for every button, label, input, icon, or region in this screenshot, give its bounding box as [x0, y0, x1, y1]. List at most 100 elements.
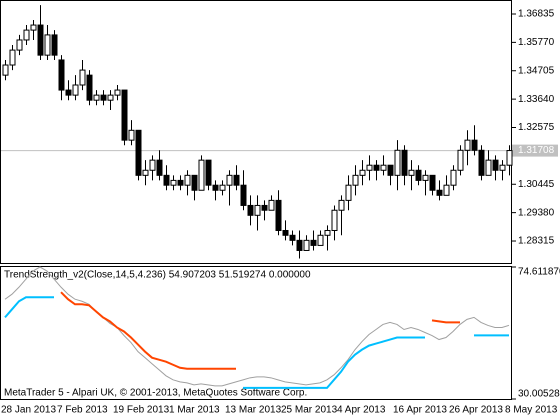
y-tick-label: 1.36835: [518, 9, 555, 20]
candle-body: [352, 174, 359, 186]
candle-body: [261, 204, 268, 211]
candle-body: [268, 199, 275, 211]
candle-body: [338, 199, 345, 211]
y-tick-label: 30.005281: [518, 389, 560, 400]
candle-body: [9, 49, 16, 66]
candle-body: [464, 139, 471, 151]
candle-body: [408, 169, 415, 176]
candle-body: [345, 184, 352, 201]
x-tick-label: 1 Mar 2013: [169, 405, 220, 416]
x-tick-label: 25 Mar 2013: [281, 405, 338, 416]
candle-body: [37, 24, 44, 56]
candle-body: [359, 169, 366, 176]
candle-body: [58, 59, 65, 91]
last-price-label: 1.31708: [518, 145, 555, 156]
candle-body: [51, 34, 58, 56]
candle-body: [2, 64, 9, 76]
candle-body: [387, 164, 394, 176]
copyright: MetaTrader 5 - Alpari UK, © 2001-2013, M…: [4, 388, 307, 399]
candle-body: [219, 184, 226, 191]
candle-body: [247, 204, 254, 216]
candle-body: [170, 179, 177, 186]
candle-body: [93, 94, 100, 101]
candle-body: [289, 234, 296, 241]
candle-body: [331, 209, 338, 231]
candle-body: [443, 184, 450, 196]
price-pane-frame: [0, 0, 512, 264]
candle-body: [296, 239, 303, 251]
candle-body: [471, 139, 478, 151]
candle-body: [254, 204, 261, 216]
candle-body: [212, 184, 219, 191]
candle-body: [457, 149, 464, 171]
x-tick-label: 28 Jan 2013: [1, 405, 56, 416]
candle-body: [177, 179, 184, 186]
candle-body: [401, 149, 408, 176]
candle-body: [429, 174, 436, 191]
candle-body: [317, 234, 324, 246]
candle-body: [149, 159, 156, 171]
x-tick-label: 8 May 2013: [505, 405, 558, 416]
x-tick-label: 7 Feb 2013: [57, 405, 108, 416]
candle-body: [205, 159, 212, 186]
candle-body: [184, 174, 191, 186]
last-price-box: [512, 144, 558, 157]
candle-body: [436, 189, 443, 196]
candle-body: [485, 159, 492, 176]
candle-body: [16, 39, 23, 51]
candle-body: [506, 150, 513, 166]
indicator-line: [4, 296, 54, 319]
indicator-line: [431, 319, 460, 324]
indicator-line: [243, 336, 425, 389]
candle-body: [310, 239, 317, 246]
candle-body: [422, 174, 429, 181]
x-tick-label: 4 Apr 2013: [337, 405, 386, 416]
indicator-line: [60, 291, 236, 370]
candle-body: [282, 229, 289, 236]
x-tick-label: 16 Apr 2013: [393, 405, 447, 416]
x-tick-label: 13 Mar 2013: [225, 405, 282, 416]
candle-body: [198, 159, 205, 191]
candle-body: [156, 159, 163, 176]
candle-body: [100, 94, 107, 101]
candle-body: [44, 34, 51, 56]
y-tick-label: 1.28315: [518, 236, 555, 247]
candle-body: [450, 169, 457, 186]
candle-body: [324, 229, 331, 236]
candle-body: [240, 184, 247, 206]
candle-body: [163, 174, 170, 186]
candle-body: [107, 94, 114, 101]
candle-body: [226, 174, 233, 186]
candle-body: [478, 149, 485, 176]
candle-body: [65, 89, 72, 96]
candle-body: [373, 164, 380, 171]
candle-body: [23, 29, 30, 41]
x-tick-label: 19 Feb 2013: [113, 405, 170, 416]
candle-body: [142, 169, 149, 176]
candle-body: [121, 89, 128, 141]
candle-body: [79, 69, 86, 86]
x-tick-label: 26 Apr 2013: [449, 405, 503, 416]
y-tick-label: 1.33640: [518, 94, 555, 105]
indicator-title: TrendStrength_v2(Close,14,5,4.236) 54.90…: [4, 270, 311, 281]
y-tick-label: 1.34705: [518, 65, 555, 76]
y-tick-label: 1.35770: [518, 37, 555, 48]
indicator-pane-frame: [0, 266, 512, 400]
y-tick-label: 1.30445: [518, 179, 555, 190]
candle-body: [128, 129, 135, 141]
candle-body: [72, 84, 79, 96]
y-tick-label: 1.32575: [518, 122, 555, 133]
y-tick-label: 74.611870: [518, 267, 560, 278]
candle-body: [191, 174, 198, 191]
candle-body: [30, 24, 37, 31]
candle-body: [114, 89, 121, 96]
candle-body: [380, 164, 387, 171]
candle-body: [135, 129, 142, 176]
candle-body: [394, 149, 401, 176]
candle-body: [492, 159, 499, 171]
y-tick-label: 1.29380: [518, 207, 555, 218]
candle-body: [303, 239, 310, 251]
candle-body: [233, 174, 240, 186]
